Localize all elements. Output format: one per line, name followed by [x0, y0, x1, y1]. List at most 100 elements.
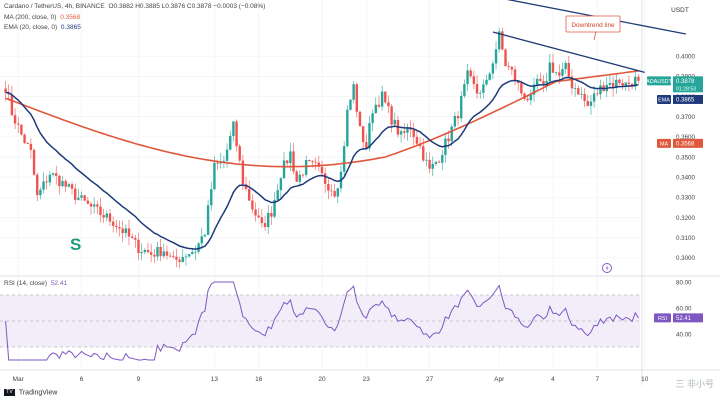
candle-body-49	[159, 246, 162, 257]
candle-28	[92, 197, 96, 214]
candle-body-29	[96, 204, 99, 207]
candle-body-36	[118, 227, 121, 229]
candle-184	[586, 94, 589, 107]
candlestick-series	[4, 27, 640, 269]
candle-7	[26, 142, 29, 145]
candle-92	[295, 169, 298, 183]
candle-135	[431, 156, 434, 177]
candle-body-44	[143, 250, 147, 253]
candle-113	[361, 126, 365, 150]
candle-161	[513, 65, 517, 86]
candle-body-75	[241, 160, 245, 185]
time-tick-9: 4	[551, 376, 555, 383]
candle-body-123	[393, 119, 396, 125]
candle-130	[415, 130, 419, 147]
candle-body-84	[270, 213, 273, 217]
rsi-label-box	[673, 313, 703, 323]
candle-body-169	[539, 78, 542, 81]
legend-ma: MA (200, close, 0) 0.3568	[4, 14, 82, 21]
time-tick-2: 9	[137, 376, 141, 383]
candle-body-74	[238, 146, 241, 161]
candle-86	[276, 183, 279, 202]
candle-body-179	[570, 76, 574, 89]
candle-body-195	[621, 82, 624, 86]
watermark: 三 非小号	[675, 379, 714, 389]
price-label-tag-0	[647, 76, 671, 86]
candle-body-50	[162, 251, 165, 257]
candle-body-14	[48, 174, 52, 183]
candle-48	[156, 242, 159, 261]
candle-155	[494, 41, 498, 70]
candle-body-185	[589, 101, 593, 106]
candle-56	[181, 249, 184, 263]
price-label-name-0: ADAUSDT	[646, 79, 672, 85]
candle-49	[159, 238, 162, 262]
candle-body-39	[127, 228, 131, 237]
candle-181	[577, 85, 580, 95]
candle-body-62	[200, 236, 203, 244]
legend-pair-title: Cardano / TetherUS, 4h, BINANCE	[4, 3, 105, 10]
candle-64	[206, 199, 210, 236]
candle-body-150	[479, 92, 482, 94]
candle-body-159	[507, 66, 510, 67]
candle-117	[374, 97, 377, 114]
candle-72	[232, 121, 235, 142]
candle-body-110	[352, 84, 355, 100]
candle-body-7	[26, 142, 29, 144]
candle-171	[545, 72, 548, 91]
ema20-line	[5, 76, 639, 250]
candle-133	[425, 152, 428, 167]
candle-body-143	[456, 115, 460, 119]
candle-136	[434, 161, 438, 166]
candle-154	[491, 60, 495, 80]
lightning-icon	[602, 263, 612, 273]
candle-body-80	[257, 215, 260, 218]
candle-body-157	[501, 31, 504, 50]
rsi-label-tag	[654, 313, 671, 323]
candle-16	[55, 165, 58, 185]
time-tick-4: 16	[255, 376, 263, 383]
price-label-value-1: 0.3865	[676, 97, 695, 103]
candle-26	[86, 196, 90, 205]
candle-22	[73, 183, 77, 205]
legend-rsi: RSI (14, close) 52.41	[4, 280, 69, 287]
candle-83	[267, 205, 270, 235]
candle-body-191	[608, 82, 612, 85]
candle-body-81	[260, 217, 264, 224]
legend-ma-label: MA (200, close, 0)	[4, 14, 57, 21]
candle-125	[399, 128, 403, 143]
candle-186	[592, 85, 596, 108]
annotations: Downtrend line S	[70, 0, 687, 273]
candle-body-178	[567, 62, 571, 77]
candle-89	[285, 159, 289, 166]
candle-body-165	[526, 98, 529, 101]
candle-body-153	[488, 73, 491, 80]
candle-19	[64, 179, 67, 193]
callout-text: Downtrend line	[571, 22, 615, 29]
candle-114	[365, 134, 368, 149]
legend-rsi-label: RSI (14, close)	[4, 280, 47, 287]
candle-body-114	[365, 142, 368, 149]
candle-169	[539, 72, 542, 83]
candle-118	[377, 95, 381, 109]
candle-61	[197, 241, 200, 254]
candle-33	[108, 208, 112, 227]
candle-174	[554, 71, 558, 76]
time-axis: Mar 6 9 13 16 20 23 27 Apr 4 7 10	[13, 376, 649, 383]
candle-85	[273, 192, 276, 219]
candle-43	[140, 243, 143, 261]
candle-body-105	[336, 188, 340, 197]
price-tick-9: 0.3100	[676, 235, 695, 242]
candle-123	[393, 112, 396, 128]
candle-body-40	[130, 236, 134, 238]
candle-body-115	[368, 123, 371, 149]
indicator-lines	[5, 70, 639, 361]
candle-body-55	[178, 259, 181, 262]
candle-176	[561, 62, 564, 81]
candle-body-67	[216, 162, 219, 164]
rsi-tick-2: 40.00	[676, 331, 692, 338]
candle-112	[358, 110, 362, 127]
candle-body-91	[292, 151, 295, 172]
candle-body-57	[184, 256, 188, 258]
